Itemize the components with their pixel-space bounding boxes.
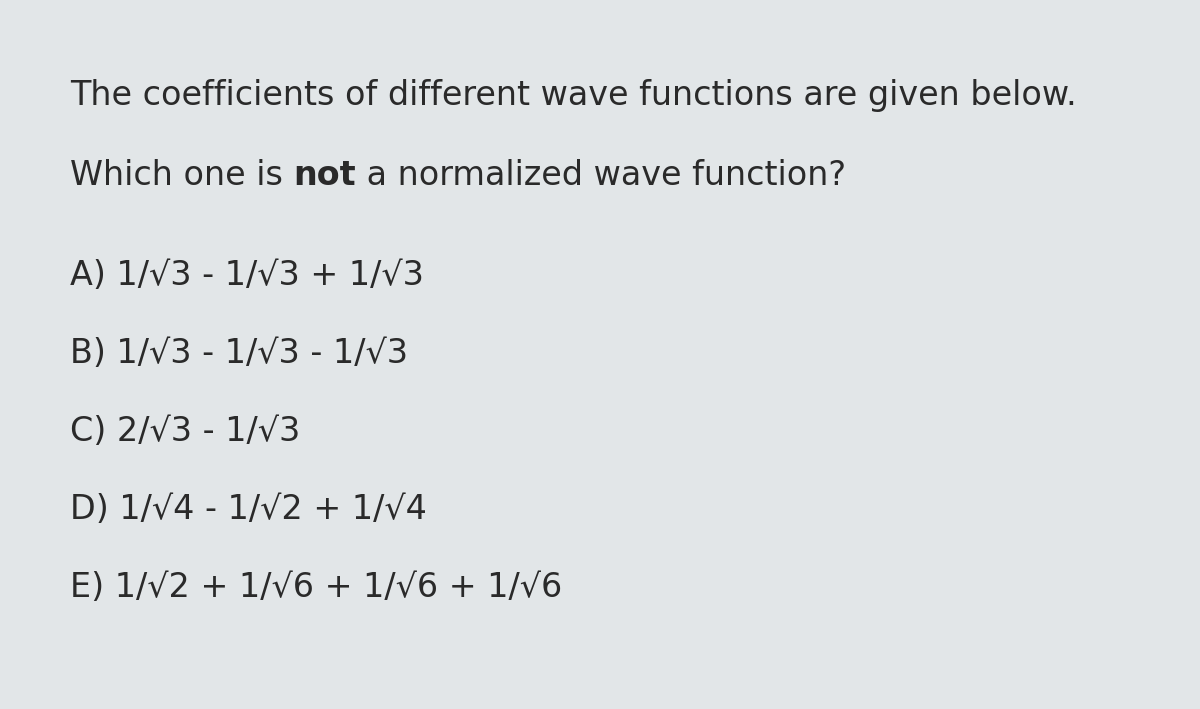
Text: B) 1/√3 - 1/√3 - 1/√3: B) 1/√3 - 1/√3 - 1/√3 xyxy=(70,337,408,370)
Text: A) 1/√3 - 1/√3 + 1/√3: A) 1/√3 - 1/√3 + 1/√3 xyxy=(70,259,424,292)
Text: Which one is: Which one is xyxy=(70,159,294,192)
Text: D) 1/√4 - 1/√2 + 1/√4: D) 1/√4 - 1/√2 + 1/√4 xyxy=(70,493,427,526)
Text: The coefficients of different wave functions are given below.: The coefficients of different wave funct… xyxy=(70,79,1076,112)
Text: C) 2/√3 - 1/√3: C) 2/√3 - 1/√3 xyxy=(70,415,300,448)
Text: E) 1/√2 + 1/√6 + 1/√6 + 1/√6: E) 1/√2 + 1/√6 + 1/√6 + 1/√6 xyxy=(70,571,563,604)
Text: not: not xyxy=(294,159,356,192)
Text: a normalized wave function?: a normalized wave function? xyxy=(356,159,846,192)
